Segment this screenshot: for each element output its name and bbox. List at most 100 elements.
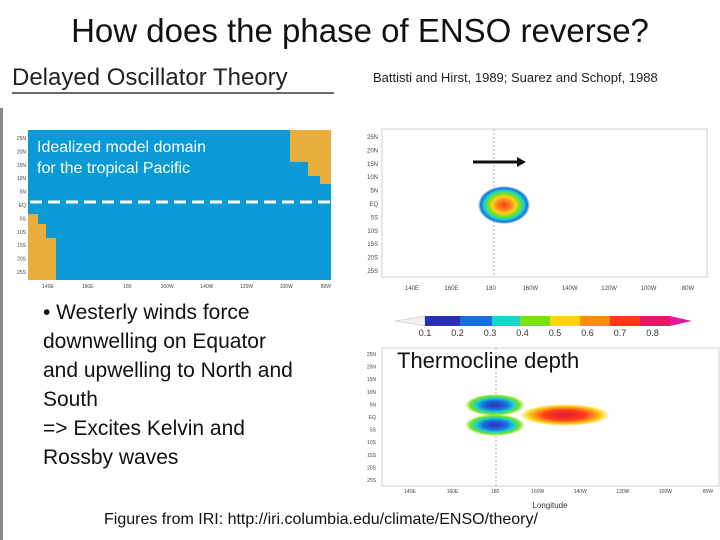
colorbar-left-arrow bbox=[395, 315, 426, 327]
wind-lat-label: 25S bbox=[367, 269, 378, 275]
domain-caption-line1: Idealized model domain bbox=[37, 139, 206, 156]
colorbar-tick-label: 0.5 bbox=[549, 328, 562, 338]
thermo-lat-label: 10S bbox=[367, 440, 377, 446]
thermo-lon-label: 140E bbox=[404, 489, 416, 495]
colorbar-segment bbox=[520, 316, 550, 326]
rossby-wave-south bbox=[465, 414, 525, 436]
wind-lat-label: 20N bbox=[367, 148, 378, 154]
domain-lat-label: 20S bbox=[17, 257, 27, 263]
slide-title: How does the phase of ENSO reverse? bbox=[71, 12, 649, 49]
colorbar-tick-label: 0.6 bbox=[581, 328, 594, 338]
thermo-lon-label: 180 bbox=[491, 489, 500, 495]
domain-lat-label: 5S bbox=[20, 216, 27, 222]
colorbar-tick-label: 0.1 bbox=[419, 328, 432, 338]
slide-subtitle: Delayed Oscillator Theory bbox=[12, 64, 288, 91]
domain-lat-label: 15N bbox=[17, 163, 27, 169]
domain-lat-label: 10N bbox=[17, 176, 27, 182]
thermo-lat-label: 25N bbox=[367, 352, 377, 358]
thermo-lon-label: 80W bbox=[703, 489, 714, 495]
colorbar: 0.1 0.2 0.3 0.4 0.5 0.6 0.7 0.8 bbox=[395, 315, 692, 338]
domain-lon-label: 120W bbox=[240, 284, 253, 290]
domain-lat-labels: 25N 20N 15N 10N 5N EQ 5S 10S 15S 20S 25S bbox=[17, 136, 27, 276]
colorbar-right-arrow bbox=[670, 316, 692, 326]
domain-lat-label: 10S bbox=[17, 230, 27, 236]
thermo-lon-label: 140W bbox=[574, 489, 587, 495]
thermo-lat-labels: 25N 20N 15N 10N 5N EQ 5S 10S 15S 20S 25S bbox=[367, 352, 377, 484]
domain-ocean bbox=[28, 130, 331, 280]
thermo-lon-labels: 140E 160E 180 160W 140W 120W 100W 80W bbox=[404, 489, 713, 495]
colorbar-segment bbox=[492, 316, 520, 326]
colorbar-tick-label: 0.3 bbox=[484, 328, 497, 338]
wind-lon-label: 180 bbox=[486, 286, 497, 292]
wind-lat-label: 10N bbox=[367, 175, 378, 181]
thermo-lat-label: 20N bbox=[367, 365, 377, 371]
domain-lon-label: 100W bbox=[280, 284, 293, 290]
wind-lat-label: EQ bbox=[369, 202, 378, 208]
wind-lat-labels: 25N 20N 15N 10N 5N EQ 5S 10S 15S 20S 25S bbox=[367, 135, 378, 275]
thermo-lon-label: 160W bbox=[531, 489, 544, 495]
thermo-lon-label: 120W bbox=[616, 489, 629, 495]
thermo-xlabel: Longitude bbox=[532, 501, 568, 510]
domain-lon-label: 180 bbox=[123, 284, 132, 290]
colorbar-segment bbox=[550, 316, 580, 326]
wind-lat-label: 15N bbox=[367, 162, 378, 168]
colorbar-tick-label: 0.2 bbox=[451, 328, 464, 338]
wind-lon-label: 120W bbox=[601, 286, 617, 292]
thermo-lon-label: 160E bbox=[447, 489, 459, 495]
wind-lon-label: 160E bbox=[444, 286, 458, 292]
domain-lon-label: 80W bbox=[321, 284, 332, 290]
wind-lon-label: 140W bbox=[562, 286, 578, 292]
domain-lat-label: EQ bbox=[19, 203, 26, 209]
domain-caption-line2: for the tropical Pacific bbox=[37, 160, 190, 177]
colorbar-ticks: 0.1 0.2 0.3 0.4 0.5 0.6 0.7 0.8 bbox=[419, 328, 659, 338]
wind-map-frame bbox=[381, 128, 708, 278]
domain-lon-label: 160E bbox=[82, 284, 94, 290]
domain-lat-label: 15S bbox=[17, 243, 27, 249]
thermo-lat-label: 25S bbox=[367, 478, 377, 484]
westerly-wind-arrowhead bbox=[517, 157, 526, 167]
bullet-text: • Westerly winds force downwelling on Eq… bbox=[43, 301, 293, 469]
wind-lat-label: 20S bbox=[367, 256, 378, 262]
kelvin-wave bbox=[520, 404, 610, 426]
wind-lat-label: 5N bbox=[370, 189, 378, 195]
colorbar-segment bbox=[460, 316, 492, 326]
colorbar-segment bbox=[425, 316, 460, 326]
thermo-lon-label: 100W bbox=[659, 489, 672, 495]
domain-caption: Idealized model domain for the tropical … bbox=[37, 137, 206, 179]
domain-land-northeast bbox=[290, 130, 331, 184]
thermo-lat-label: 5S bbox=[370, 428, 377, 434]
domain-lat-label: 20N bbox=[17, 149, 27, 155]
wind-anomaly-blob bbox=[478, 186, 530, 224]
colorbar-segment bbox=[610, 316, 640, 326]
wind-lon-labels: 140E 160E 180 160W 140W 120W 100W 80W bbox=[405, 286, 695, 292]
thermo-lat-label: 15N bbox=[367, 377, 377, 383]
colorbar-tick-label: 0.7 bbox=[614, 328, 627, 338]
slide-accent-bar bbox=[0, 108, 3, 540]
citation: Battisti and Hirst, 1989; Suarez and Sch… bbox=[373, 70, 658, 85]
wind-lat-label: 10S bbox=[367, 229, 378, 235]
wind-lon-label: 80W bbox=[682, 286, 695, 292]
domain-lat-label: 5N bbox=[20, 190, 27, 196]
domain-lon-label: 140W bbox=[200, 284, 213, 290]
subtitle-underline bbox=[12, 92, 334, 94]
colorbar-tick-label: 0.4 bbox=[516, 328, 529, 338]
domain-lat-label: 25N bbox=[17, 136, 27, 142]
domain-lon-label: 140E bbox=[42, 284, 54, 290]
domain-lat-label: 25S bbox=[17, 270, 27, 276]
thermo-lat-label: 5N bbox=[370, 402, 377, 408]
thermo-lat-label: 15S bbox=[367, 453, 377, 459]
rossby-wave-north bbox=[465, 394, 525, 416]
colorbar-segment bbox=[580, 316, 610, 326]
colorbar-tick-label: 0.8 bbox=[646, 328, 659, 338]
wind-lon-label: 160W bbox=[522, 286, 538, 292]
domain-land-southwest bbox=[28, 214, 56, 280]
domain-lon-label: 160W bbox=[161, 284, 174, 290]
wind-lon-label: 140E bbox=[405, 286, 419, 292]
thermo-lat-label: 10N bbox=[367, 390, 377, 396]
wind-lat-label: 15S bbox=[367, 242, 378, 248]
domain-lon-labels: 140E 160E 180 160W 140W 120W 100W 80W bbox=[42, 284, 331, 290]
wind-lon-label: 100W bbox=[641, 286, 657, 292]
